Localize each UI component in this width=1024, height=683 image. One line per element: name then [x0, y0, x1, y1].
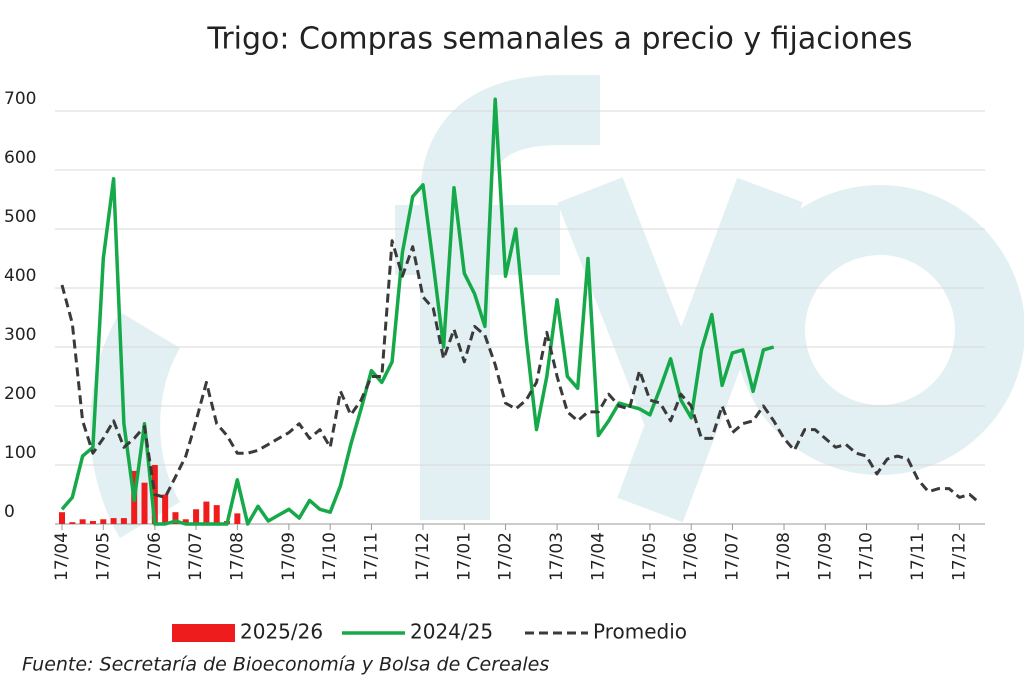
x-tick-label: 17/01	[454, 532, 474, 581]
source-note: Fuente: Secretaría de Bioeconomía y Bols…	[22, 654, 549, 676]
x-tick-label: 17/07	[722, 532, 742, 581]
x-tick-label: 17/09	[279, 532, 299, 581]
bar	[110, 518, 117, 524]
x-tick-label: 17/05	[640, 532, 660, 581]
bar	[234, 513, 241, 524]
watermark-f	[395, 75, 600, 520]
bar	[172, 512, 179, 524]
watermark-y	[557, 177, 803, 523]
bar	[193, 509, 200, 524]
x-tick-label: 17/06	[145, 532, 165, 581]
x-tick-label: 17/03	[547, 532, 567, 581]
bar	[182, 519, 189, 524]
x-tick-label: 17/02	[496, 532, 516, 581]
y-tick-label: 300	[4, 325, 36, 345]
bar	[89, 521, 96, 524]
y-tick-label: 600	[4, 148, 36, 168]
bar	[79, 519, 86, 524]
x-tick-label: 17/12	[413, 532, 433, 581]
bar	[59, 512, 65, 524]
bar	[203, 501, 210, 524]
legend-label: Promedio	[593, 620, 687, 644]
y-tick-label: 500	[4, 207, 36, 227]
x-tick-label: 17/12	[949, 532, 969, 581]
y-tick-label: 200	[4, 384, 36, 404]
y-tick-label: 700	[4, 89, 36, 109]
x-tick-label: 17/04	[52, 532, 72, 581]
watermark-o	[735, 185, 1024, 475]
x-tick-label: 17/10	[857, 532, 877, 581]
bar	[141, 482, 148, 524]
y-tick-label: 0	[4, 502, 15, 522]
legend-label: 2025/26	[240, 620, 323, 644]
x-tick-label: 17/09	[815, 532, 835, 581]
chart-title: Trigo: Compras semanales a precio y fija…	[206, 22, 912, 57]
x-tick-label: 17/07	[186, 532, 206, 581]
x-tick-label: 17/08	[774, 532, 794, 581]
bar	[213, 505, 220, 524]
y-tick-label: 400	[4, 266, 36, 286]
bar	[69, 522, 76, 524]
bar	[162, 494, 169, 524]
x-tick-label: 17/11	[361, 532, 381, 581]
x-tick-label: 17/08	[227, 532, 247, 581]
bar	[120, 518, 127, 524]
x-tick-label: 17/06	[681, 532, 701, 581]
y-tick-label: 100	[4, 443, 36, 463]
legend-label: 2024/25	[410, 620, 493, 644]
bar	[100, 519, 107, 524]
x-tick-label: 17/04	[588, 532, 608, 581]
x-tick-label: 17/05	[93, 532, 113, 581]
line-series	[60, 239, 981, 505]
legend: 2025/26 2024/25 Promedio	[172, 620, 687, 644]
x-tick-label: 17/11	[908, 532, 928, 581]
x-tick-label: 17/10	[320, 532, 340, 581]
legend-swatch	[172, 624, 235, 642]
